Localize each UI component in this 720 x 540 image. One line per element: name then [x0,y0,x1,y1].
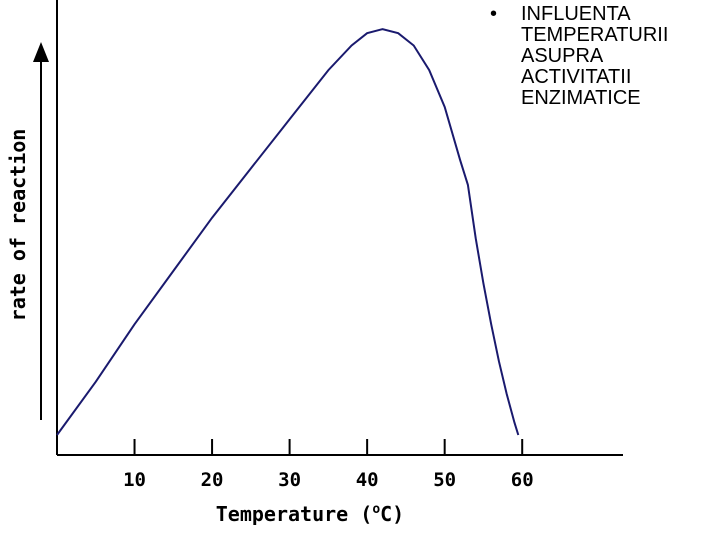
x-axis-label-text: Temperature ( [216,502,373,526]
x-axis-label-degree: o [372,502,380,517]
y-axis-label: rate of reaction [6,129,30,322]
x-tick-label: 10 [123,469,146,491]
note-line: INFLUENTA [521,3,631,25]
x-axis-label: Temperature (oC) [216,502,404,526]
bullet-icon: • [490,3,498,25]
y-axis-arrow [33,42,49,420]
y-arrow-head-icon [33,42,49,62]
note-line: ASUPRA [521,45,604,67]
x-ticks [133,439,524,455]
rate-curve [56,28,520,436]
x-tick-label: 30 [278,469,301,491]
note-line: ENZIMATICE [521,87,641,109]
x-tick-label: 60 [511,469,534,491]
x-axis-label-unit: C) [380,502,404,526]
x-tick-label: 40 [356,469,379,491]
x-tick-labels: 10 20 30 40 50 60 [123,469,534,491]
chart-note: • INFLUENTA TEMPERATURII ASUPRA ACTIVITA… [490,4,715,109]
note-line: ACTIVITATII [521,66,632,88]
note-lines: INFLUENTA TEMPERATURII ASUPRA ACTIVITATI… [521,4,715,109]
axes [56,0,623,456]
x-tick-label: 20 [201,469,224,491]
x-tick-label: 50 [433,469,456,491]
note-line: TEMPERATURII [521,24,669,46]
